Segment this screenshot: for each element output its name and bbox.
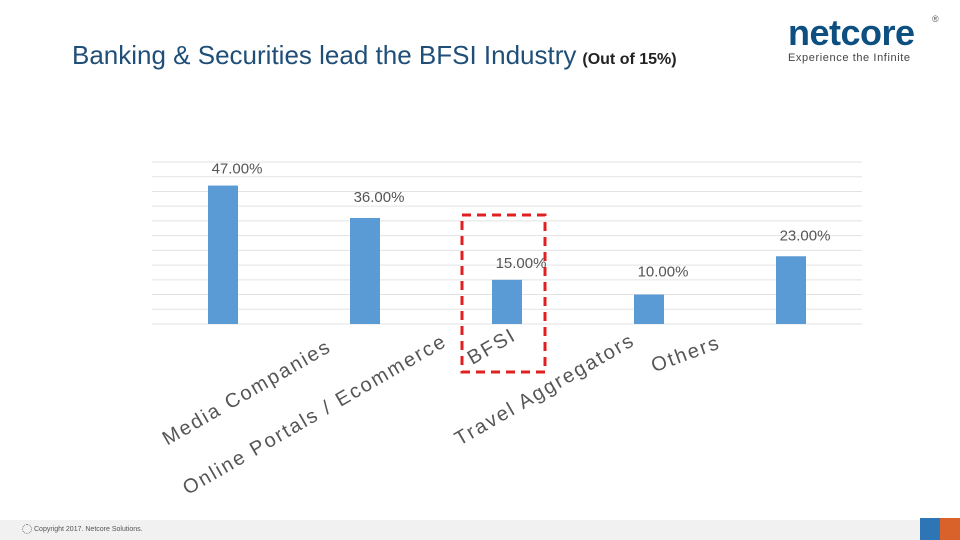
corner-accent-blue — [920, 518, 940, 540]
netcore-logo: netcore ® Experience the Infinite — [786, 12, 946, 72]
copyright-icon — [22, 524, 32, 534]
logo-tagline: Experience the Infinite — [788, 52, 911, 64]
category-label: BFSI — [464, 324, 520, 369]
data-label: 36.00% — [354, 189, 405, 206]
chart-bars — [208, 185, 806, 324]
category-label: Media Companies — [159, 335, 336, 450]
bar-travel-aggregators — [634, 294, 664, 324]
data-label: 15.00% — [496, 255, 547, 272]
corner-accent-orange — [940, 518, 960, 540]
data-label: 23.00% — [780, 227, 831, 244]
bar-bfsi — [492, 279, 522, 324]
title-subtitle: (Out of 15%) — [582, 51, 677, 68]
page-title: Banking & Securities lead the BFSI Indus… — [72, 40, 677, 71]
logo-wordmark: netcore — [788, 12, 915, 53]
bar-others — [776, 256, 806, 324]
chart-data-labels: 47.00% 36.00% 15.00% 10.00% 23.00% — [212, 161, 831, 281]
data-label: 47.00% — [212, 161, 263, 178]
logo-registered-mark: ® — [932, 14, 939, 24]
copyright-text: Copyright 2017. Netcore Solutions. — [34, 526, 143, 533]
bar-media-companies — [208, 185, 238, 324]
footer-bar: Copyright 2017. Netcore Solutions. — [0, 520, 960, 540]
title-main: Banking & Securities lead the BFSI Indus… — [72, 40, 577, 70]
data-label: 10.00% — [638, 264, 689, 281]
category-label: Others — [648, 332, 723, 377]
bar-online-portals-ecommerce — [350, 217, 380, 324]
